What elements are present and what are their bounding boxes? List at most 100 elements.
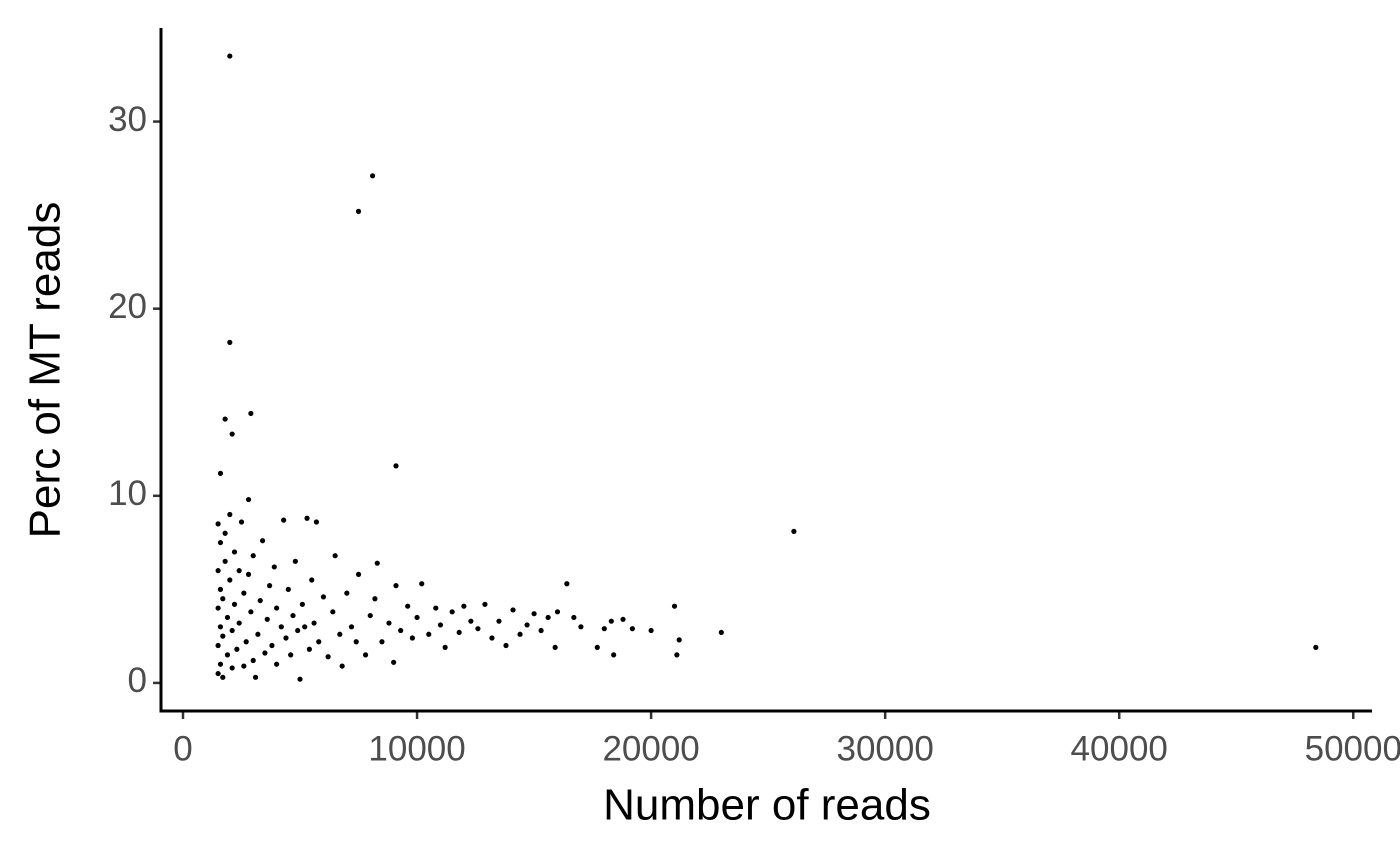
point — [330, 609, 336, 615]
point — [578, 624, 584, 630]
point — [271, 564, 277, 570]
point — [241, 590, 247, 596]
point — [320, 594, 327, 600]
point — [489, 635, 495, 641]
point — [227, 53, 233, 59]
point — [449, 609, 455, 615]
point — [1313, 644, 1319, 650]
point — [222, 530, 228, 536]
point — [437, 622, 444, 628]
point — [302, 624, 308, 630]
point — [231, 601, 238, 607]
point — [409, 635, 415, 641]
point — [304, 515, 310, 521]
point — [510, 607, 516, 613]
point — [274, 661, 280, 667]
point — [344, 590, 350, 596]
point — [353, 639, 359, 645]
point — [255, 631, 261, 637]
point — [313, 519, 320, 525]
point — [369, 173, 376, 179]
point — [372, 596, 378, 602]
point — [791, 528, 797, 534]
point — [217, 624, 224, 630]
point — [220, 596, 226, 602]
point — [215, 521, 221, 527]
point — [475, 626, 481, 632]
point — [554, 609, 561, 615]
point — [236, 568, 242, 574]
point — [337, 631, 343, 637]
point — [215, 605, 221, 611]
point — [238, 519, 245, 525]
point — [217, 539, 224, 546]
point — [524, 622, 530, 628]
y-tick-label: 30 — [108, 100, 147, 139]
point — [245, 571, 252, 578]
point — [269, 642, 275, 649]
point — [250, 657, 256, 664]
point — [564, 581, 570, 587]
point — [503, 642, 509, 649]
point — [297, 676, 303, 682]
point — [601, 626, 607, 632]
point — [433, 605, 439, 611]
point — [419, 581, 425, 587]
point — [393, 583, 399, 589]
point — [325, 654, 331, 660]
point — [674, 652, 680, 658]
y-axis-title: Perc of MT reads — [21, 202, 70, 539]
point — [608, 618, 614, 624]
point — [257, 597, 263, 604]
x-tick-label: 10000 — [368, 729, 465, 768]
point — [648, 627, 654, 634]
point — [224, 652, 231, 658]
point — [217, 661, 224, 667]
point — [405, 603, 411, 609]
point — [241, 663, 247, 669]
point — [355, 571, 362, 578]
point — [620, 616, 626, 622]
point — [217, 470, 224, 476]
point — [259, 538, 266, 544]
point — [283, 635, 289, 641]
point — [611, 652, 617, 658]
point — [250, 553, 256, 559]
point — [348, 624, 355, 630]
point — [594, 644, 600, 650]
point — [292, 558, 298, 564]
point — [316, 639, 322, 645]
point — [229, 665, 235, 671]
point — [398, 627, 404, 634]
x-axis-title: Number of reads — [603, 781, 931, 830]
point — [386, 620, 392, 626]
point — [306, 646, 312, 652]
point — [414, 614, 420, 621]
point — [248, 410, 254, 417]
point — [496, 618, 502, 624]
point — [456, 629, 462, 636]
point — [355, 208, 362, 214]
point — [229, 431, 235, 437]
point — [367, 612, 373, 619]
x-tick-label: 50000 — [1305, 729, 1400, 768]
point — [374, 560, 380, 566]
point — [252, 674, 259, 680]
point — [288, 652, 294, 658]
point — [234, 646, 240, 652]
point — [545, 614, 551, 621]
point — [531, 611, 537, 617]
point — [215, 642, 221, 649]
point — [274, 605, 280, 611]
point — [299, 601, 305, 607]
point — [461, 603, 467, 609]
y-tick-label: 10 — [108, 474, 147, 513]
point — [245, 496, 252, 503]
point — [295, 627, 301, 634]
point — [391, 659, 397, 665]
point — [676, 637, 682, 643]
point — [332, 553, 338, 559]
point — [215, 568, 221, 574]
point — [538, 627, 544, 634]
